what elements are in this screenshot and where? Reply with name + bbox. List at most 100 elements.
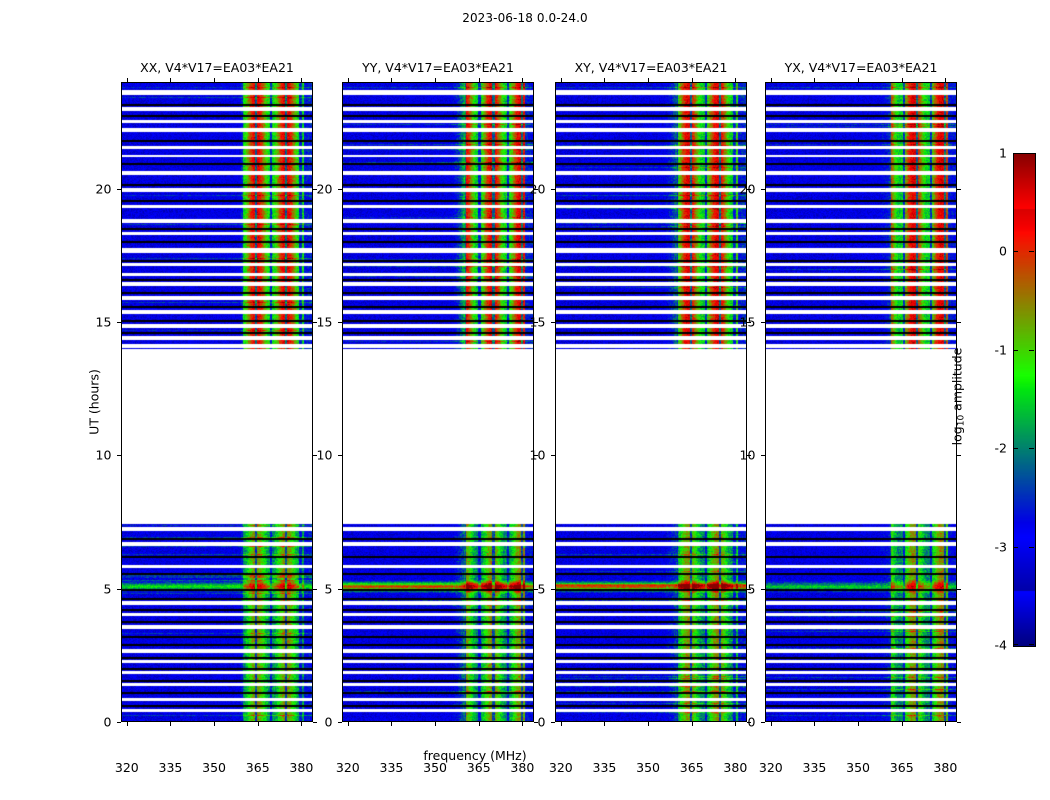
colorbar-tick-mark: [1013, 251, 1018, 253]
x-tick-mark: [560, 78, 562, 82]
y-tick-mark: [551, 455, 555, 457]
y-tick-mark: [761, 188, 765, 190]
y-tick-label: 10: [529, 447, 546, 463]
y-tick-label: 10: [95, 447, 112, 463]
x-tick-mark: [604, 722, 606, 726]
colorbar-label-amplitude: amplitude: [949, 347, 965, 415]
x-tick-label: 365: [466, 760, 491, 776]
y-tick-mark: [551, 722, 555, 723]
y-tick-label: 5: [537, 581, 546, 597]
colorbar-tick-mark: [1029, 251, 1034, 253]
y-tick-label: 20: [529, 181, 546, 197]
x-tick-label: 335: [158, 760, 183, 776]
waterfall-axes-yy[interactable]: [342, 82, 534, 722]
colorbar-tick-mark: [1013, 546, 1018, 548]
y-tick-label: 20: [95, 181, 112, 197]
x-tick-mark: [301, 78, 303, 82]
panel-yx: YX, V4*V17=EA03*EA21 0 5 10 15 20 320 335 350 365…: [740, 60, 961, 775]
y-tick-mark: [957, 588, 961, 590]
colorbar-tick-mark: [1013, 349, 1018, 351]
y-tick-mark: [534, 588, 538, 590]
x-tick-mark: [648, 722, 650, 726]
colorbar-label-log: log: [949, 426, 965, 446]
y-tick-label: 0: [537, 714, 546, 730]
x-tick-mark: [735, 78, 737, 82]
y-tick-mark: [534, 722, 538, 723]
waterfall-axes-xy[interactable]: [555, 82, 747, 722]
y-tick-mark: [957, 722, 961, 723]
waterfall-axes-yx[interactable]: [765, 82, 957, 722]
x-tick-mark: [691, 722, 693, 726]
x-tick-mark: [522, 722, 524, 726]
colorbar-tick-label: -3: [994, 539, 1007, 555]
x-tick-label: 350: [423, 760, 448, 776]
x-tick-mark: [170, 78, 172, 82]
y-tick-mark: [747, 722, 751, 723]
y-tick-label: 15: [316, 314, 333, 330]
x-tick-mark: [391, 78, 393, 82]
y-tick-mark: [551, 588, 555, 590]
colorbar-tick-label: 0: [999, 243, 1007, 259]
x-tick-mark: [814, 722, 816, 726]
y-tick-mark: [957, 322, 961, 323]
y-tick-label: 0: [747, 714, 756, 730]
y-tick-mark: [957, 188, 961, 190]
y-tick-mark: [117, 455, 121, 457]
y-tick-label: 5: [103, 581, 112, 597]
y-tick-mark: [117, 322, 121, 323]
y-tick-mark: [747, 588, 751, 590]
x-tick-mark: [257, 722, 259, 726]
x-tick-mark: [478, 722, 480, 726]
y-tick-mark: [534, 322, 538, 323]
x-tick-label: 350: [846, 760, 871, 776]
waterfall-image-yy: [343, 83, 533, 721]
y-tick-label: 10: [739, 447, 756, 463]
colorbar-tick-label: -1: [994, 342, 1007, 358]
colorbar-tick-label: -2: [994, 440, 1007, 456]
colorbar-tick-mark: [1013, 448, 1018, 450]
y-tick-label: 20: [739, 181, 756, 197]
x-tick-mark: [214, 78, 216, 82]
x-tick-mark: [170, 722, 172, 726]
x-tick-label: 350: [202, 760, 227, 776]
x-tick-mark: [604, 78, 606, 82]
y-tick-mark: [338, 722, 342, 723]
y-tick-mark: [117, 722, 121, 723]
x-tick-label: 380: [510, 760, 535, 776]
x-tick-label: 320: [335, 760, 360, 776]
y-tick-label: 5: [324, 581, 333, 597]
y-tick-mark: [747, 455, 751, 457]
colorbar-label-subscript: 10: [956, 414, 967, 427]
x-tick-mark: [858, 722, 860, 726]
y-tick-mark: [117, 188, 121, 190]
x-tick-mark: [257, 78, 259, 82]
x-tick-mark: [522, 78, 524, 82]
x-tick-mark: [214, 722, 216, 726]
y-tick-mark: [534, 455, 538, 457]
y-tick-mark: [761, 455, 765, 457]
waterfall-axes-xx[interactable]: [121, 82, 313, 722]
colorbar-tick-mark: [1029, 448, 1034, 450]
x-tick-label: 380: [933, 760, 958, 776]
y-tick-label: 10: [316, 447, 333, 463]
y-tick-mark: [338, 455, 342, 457]
panel-yy: YY, V4*V17=EA03*EA21 0 5 10 15 20 320 335 350 365…: [317, 60, 538, 775]
panel-title-xx: XX, V4*V17=EA03*EA21: [140, 60, 294, 75]
y-tick-mark: [957, 455, 961, 457]
y-tick-mark: [313, 588, 317, 590]
panel-title-xy: XY, V4*V17=EA03*EA21: [574, 60, 728, 75]
x-tick-mark: [770, 78, 772, 82]
colorbar-tick-mark: [1029, 349, 1034, 351]
y-tick-label: 15: [739, 314, 756, 330]
colorbar-tick-mark: [1029, 153, 1034, 154]
colorbar-tick-mark: [1013, 153, 1018, 154]
x-tick-label: 380: [723, 760, 748, 776]
colorbar-tick-label: 1: [999, 145, 1007, 161]
x-tick-mark: [901, 722, 903, 726]
x-tick-mark: [347, 722, 349, 726]
y-tick-label: 0: [324, 714, 333, 730]
panel-xx: XX, V4*V17=EA03*EA21 0 5 10 15 20 320 335 350 365…: [96, 60, 317, 775]
x-tick-label: 365: [245, 760, 270, 776]
x-tick-mark: [691, 78, 693, 82]
